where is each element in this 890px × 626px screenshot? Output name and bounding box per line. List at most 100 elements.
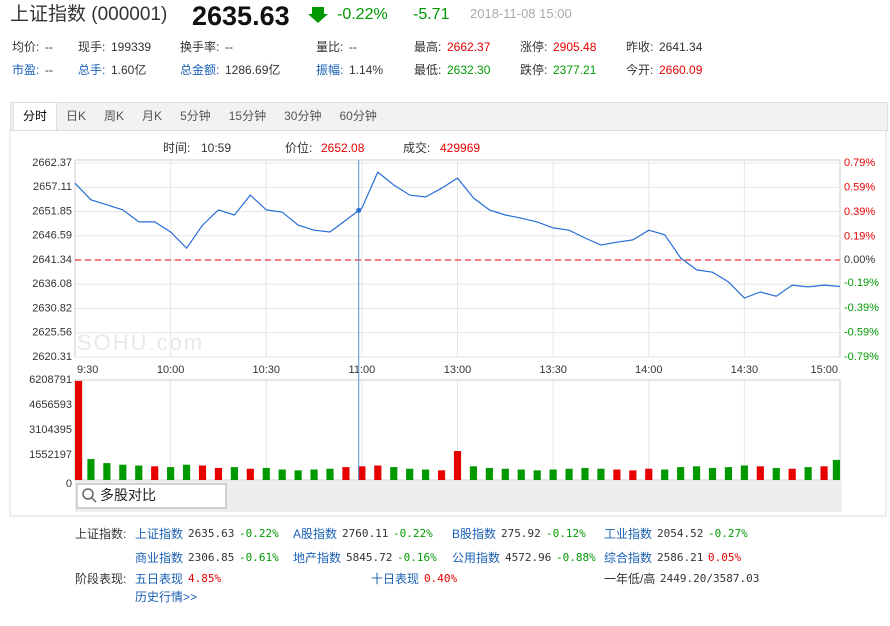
- stat-value: 2660.09: [659, 63, 703, 77]
- index-value: 2306.85: [188, 551, 235, 564]
- watermark: SOHU.com: [77, 330, 204, 355]
- y-tick-label: 2657.11: [33, 181, 72, 193]
- stat-label: 跌停:: [520, 63, 548, 77]
- volume-y-tick-label: 0: [66, 478, 72, 490]
- index-value: 5845.72: [346, 551, 393, 564]
- tab[interactable]: 30分钟: [284, 109, 322, 123]
- stat-value: 1.60亿: [111, 63, 147, 77]
- index-name[interactable]: 上证指数: [135, 527, 184, 541]
- index-name[interactable]: B股指数: [452, 527, 497, 541]
- volume-bar: [246, 468, 254, 480]
- index-change: -0.88%: [556, 551, 596, 564]
- indices-label: 上证指数:: [75, 527, 127, 541]
- index-name[interactable]: 公用指数: [452, 551, 501, 565]
- y2-tick-label: -0.39%: [844, 302, 879, 314]
- search-icon: [82, 488, 94, 500]
- y-tick-label: 2651.85: [32, 205, 72, 217]
- period-label: 阶段表现:: [75, 572, 127, 586]
- volume-bar: [278, 469, 286, 480]
- tab[interactable]: 5分钟: [180, 109, 211, 123]
- volume-bar: [358, 466, 366, 480]
- volume-bar: [740, 465, 748, 480]
- history-link[interactable]: 历史行情>>: [135, 590, 198, 604]
- stat-value: 2662.37: [447, 40, 491, 54]
- index-name[interactable]: 综合指数: [604, 551, 653, 565]
- index-name[interactable]: 商业指数: [135, 551, 184, 565]
- stat-value: 2377.21: [553, 63, 597, 77]
- cursor-time: 10:59: [201, 141, 232, 155]
- volume-bar: [374, 465, 382, 480]
- y-tick-label: 2662.37: [32, 157, 72, 169]
- volume-bar: [756, 466, 764, 480]
- volume-bar: [772, 467, 780, 480]
- index-name[interactable]: 工业指数: [604, 527, 653, 541]
- stat-label: 市盈:: [12, 63, 40, 77]
- period-value: 0.40%: [424, 572, 458, 585]
- volume-bar: [788, 468, 796, 480]
- volume-bar: [422, 469, 430, 480]
- tab[interactable]: 分时: [13, 103, 58, 130]
- x-tick-label: 14:00: [635, 364, 663, 376]
- stat-value: 1.14%: [349, 63, 384, 77]
- x-tick-label: 15:00: [810, 364, 838, 376]
- volume-bar: [677, 467, 685, 480]
- index-change: -0.12%: [546, 527, 586, 540]
- tab[interactable]: 月K: [142, 109, 163, 123]
- volume-bar: [326, 468, 334, 480]
- index-value: 2760.11: [342, 527, 389, 540]
- volume-bar: [469, 466, 478, 480]
- volume-bar: [629, 470, 637, 480]
- tab[interactable]: 周K: [104, 109, 125, 123]
- period-name[interactable]: 十日表现: [371, 572, 420, 586]
- y-tick-label: 2630.82: [32, 302, 72, 314]
- volume-bar: [453, 451, 462, 480]
- x-tick-label: 10:00: [157, 364, 185, 376]
- stat-label: 昨收:: [626, 40, 654, 54]
- stat-value: 1286.69亿: [225, 63, 281, 77]
- volume-bar: [581, 467, 589, 480]
- compare-box[interactable]: [76, 483, 227, 509]
- change-pct: -0.22%: [337, 6, 388, 23]
- cursor-label: 价位:: [285, 141, 313, 155]
- index-change: -0.22%: [239, 527, 279, 540]
- y2-tick-label: -0.19%: [844, 277, 879, 289]
- cursor-dot: [356, 207, 362, 213]
- volume-bar: [230, 467, 238, 480]
- volume-bar: [565, 468, 573, 480]
- compare-button[interactable]: 多股对比: [100, 487, 156, 503]
- volume-bar: [262, 467, 270, 480]
- period-name: 一年低/高: [604, 572, 656, 586]
- y-tick-label: 2620.31: [32, 351, 72, 363]
- stat-value: 199339: [111, 40, 152, 54]
- volume-bar: [103, 463, 111, 480]
- tab[interactable]: 15分钟: [228, 109, 267, 123]
- tab[interactable]: 60分钟: [339, 109, 377, 123]
- y2-tick-label: -0.59%: [844, 326, 879, 338]
- y-tick-label: 2641.34: [32, 254, 72, 266]
- stat-value: 2641.34: [659, 40, 703, 54]
- volume-bar: [597, 468, 605, 480]
- stat-label: 最高:: [414, 40, 442, 54]
- period-value: 4.85%: [188, 572, 222, 585]
- volume-bar: [613, 469, 621, 480]
- stat-label: 现手:: [78, 40, 106, 54]
- index-name[interactable]: A股指数: [293, 527, 338, 541]
- search-icon: [91, 497, 97, 503]
- y-tick-label: 2625.56: [32, 327, 72, 339]
- period-value: 2449.20/3587.03: [660, 572, 760, 585]
- stat-label: 换手率:: [180, 40, 220, 54]
- stat-label: 最低:: [414, 63, 442, 77]
- index-name[interactable]: 地产指数: [293, 551, 342, 565]
- chart-frame: [9, 129, 887, 517]
- index-value: 2586.21: [657, 551, 704, 564]
- tab[interactable]: 日K: [66, 109, 87, 123]
- x-tick-label: 10:30: [252, 364, 280, 376]
- index-change: -0.27%: [708, 527, 748, 540]
- stat-label: 总手:: [78, 63, 106, 77]
- period-name[interactable]: 五日表现: [135, 572, 184, 586]
- index-change: -0.22%: [393, 527, 433, 540]
- volume-bar: [549, 469, 557, 480]
- volume-bar: [485, 467, 493, 480]
